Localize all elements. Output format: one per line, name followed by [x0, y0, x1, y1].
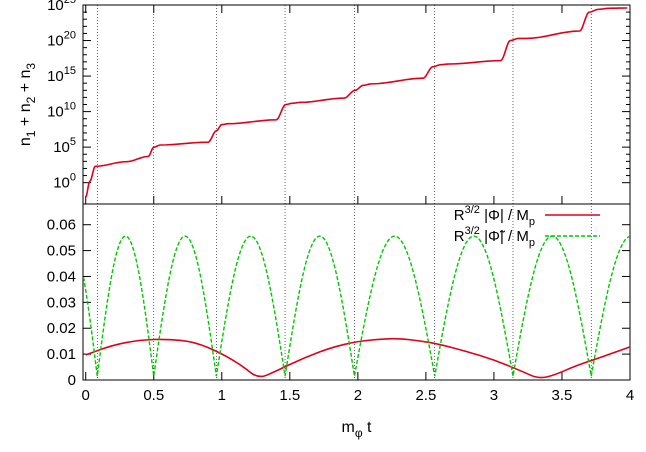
series-phi-line: [85, 337, 631, 379]
bottom-y-tick-label-1: 0.01: [47, 346, 76, 363]
legend-label-0: R3/2 |Φ| / Mp: [454, 204, 535, 228]
bottom-x-tick-label-0: 0: [82, 387, 90, 404]
bottom-y-tick-label-2: 0.02: [47, 320, 76, 337]
top-y-tick-label-2: 1010: [47, 101, 76, 121]
bottom-y-tick-label-4: 0.04: [47, 268, 76, 285]
bottom-y-tick-label-3: 0.03: [47, 294, 76, 311]
top-y-tick-label-3: 1015: [47, 65, 76, 85]
bottom-y-tick-label-0: 0: [68, 372, 76, 389]
bottom-x-tick-label-4: 2: [354, 387, 362, 404]
top-y-tick-label-1: 105: [53, 136, 76, 156]
x-axis-label: mφ t: [342, 419, 373, 440]
top-y-tick-label-5: 1025: [47, 0, 76, 14]
bottom-x-tick-label-8: 4: [626, 387, 634, 404]
bottom-x-tick-label-5: 2.5: [415, 387, 436, 404]
top-y-tick-label-0: 100: [53, 172, 76, 192]
bottom-x-tick-label-3: 1.5: [279, 387, 300, 404]
top-series-line: [85, 7, 628, 198]
top-y-tick-label-4: 1020: [47, 30, 76, 50]
top-plot-frame: [82, 4, 631, 205]
bottom-y-tick-label-6: 0.06: [47, 217, 76, 234]
top-panel: 100 105 1010 1015 1020 1025 n1 + n2 + n3: [17, 0, 631, 380]
bottom-plot-frame: [82, 203, 631, 381]
bottom-panel: 0 0.01 0.02 0.03 0.04 0.05 0.06 0 0.5 1 1.5 2 2.5 3 3.…: [47, 203, 634, 440]
bottom-x-tick-label-7: 3.5: [552, 387, 573, 404]
top-y-axis-label: n1 + n2 + n3: [17, 63, 38, 147]
bottom-x-tick-label-6: 3: [490, 387, 498, 404]
bottom-y-tick-label-5: 0.05: [47, 243, 76, 260]
bottom-x-tick-label-1: 0.5: [143, 387, 164, 404]
legend-label-1: R3/2 |Φ̃| / Mp: [454, 225, 535, 249]
series-phi-tilde-line: [82, 235, 630, 377]
bottom-x-tick-label-2: 1: [218, 387, 226, 404]
